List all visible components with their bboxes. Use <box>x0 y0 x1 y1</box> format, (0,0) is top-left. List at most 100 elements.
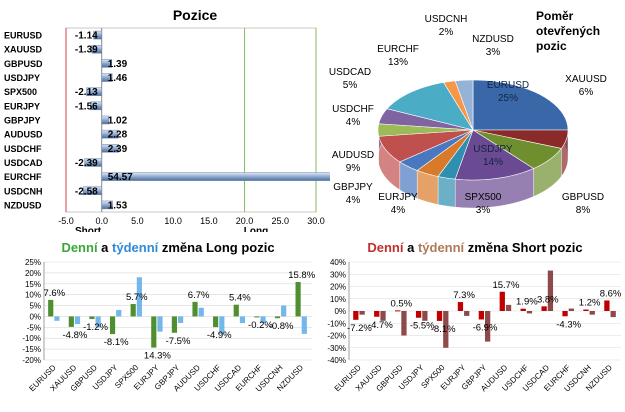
chart-title: Denní a týdenní změna Short pozic <box>367 240 582 255</box>
change-bar <box>136 277 142 317</box>
value-label: 7.3% <box>453 290 475 301</box>
value-label: 1.2% <box>579 298 601 309</box>
change-bar <box>171 316 177 333</box>
title-part: týdenní <box>418 240 465 255</box>
pie-slice <box>378 108 474 131</box>
category-label: NZDUSD <box>4 200 42 210</box>
short-label: Short <box>75 226 102 232</box>
value-label: -4.7% <box>368 320 393 331</box>
y-tick-label: -40% <box>327 356 346 365</box>
change-bar <box>254 316 260 318</box>
long-change-chart: Denní a týdenní změna Long pozic -20% -15%… <box>22 240 315 394</box>
value-label: -1.39 <box>75 45 98 56</box>
pie-label-value: 6% <box>579 87 594 98</box>
value-label: -1.56 <box>75 101 98 112</box>
category-label: GBPJPY <box>4 116 41 126</box>
x-tick-label: 15.0 <box>200 216 218 226</box>
change-bar <box>604 300 610 311</box>
value-label: -6.9% <box>473 322 498 333</box>
pie-label-value: 3% <box>486 47 501 58</box>
category-label: USDCHF <box>4 144 42 154</box>
change-bar <box>260 316 266 323</box>
change-bar <box>233 304 239 317</box>
position-bar <box>93 30 102 40</box>
change-bar <box>526 311 533 314</box>
title-part: a <box>98 240 112 255</box>
title-part: Denní <box>367 240 404 255</box>
change-bar <box>464 311 470 316</box>
title-part: změna Short pozic <box>464 240 582 255</box>
change-bar <box>54 316 60 321</box>
category-label: USDCAD <box>4 158 43 168</box>
change-bar <box>499 291 505 311</box>
pie-label-value: 2% <box>439 27 454 38</box>
category-label: GBPUSD <box>4 59 43 69</box>
pie-label-value: 4% <box>346 117 361 128</box>
pie-label-name: USDCHF <box>332 104 374 115</box>
pie-label-value: 8% <box>576 205 591 216</box>
pie-label-value: 14% <box>483 157 503 168</box>
value-label: -2.13 <box>75 87 98 98</box>
change-bar <box>89 316 95 320</box>
change-bar <box>74 316 81 325</box>
title-part: a <box>403 240 417 255</box>
x-tick-label: 20.0 <box>236 216 254 226</box>
y-tick-label: 10% <box>330 295 346 304</box>
pie-label-value: 13% <box>388 57 408 68</box>
position-bar <box>90 101 102 111</box>
value-label: 1.02 <box>108 116 128 127</box>
pie-label-value: 9% <box>346 163 361 174</box>
change-bar <box>116 309 122 317</box>
change-bar <box>568 308 574 311</box>
change-bar <box>478 311 484 320</box>
y-tick-label: 5% <box>29 302 41 311</box>
change-bar <box>485 311 491 342</box>
value-label: 1.53 <box>108 200 128 211</box>
category-label: AUDUSD <box>4 130 43 140</box>
value-label: 14.3% <box>144 351 171 362</box>
value-label: 15.8% <box>288 270 315 281</box>
pie-slice-side <box>437 176 456 208</box>
category-label: EURUSD <box>4 31 43 41</box>
change-bar <box>443 311 449 348</box>
value-label: 7.6% <box>43 288 65 299</box>
position-bar <box>101 172 330 181</box>
category-label: SPX500 <box>4 87 37 97</box>
x-tick-label: 25.0 <box>272 216 290 226</box>
y-tick-label: 15% <box>25 280 41 289</box>
y-tick-label: 20% <box>25 269 41 278</box>
value-label: 5.7% <box>126 292 148 303</box>
change-bar <box>48 299 54 317</box>
title-part: Denní <box>61 240 98 255</box>
pie-label-name: SPX500 <box>465 192 502 203</box>
category-label: USDJPY <box>4 73 40 83</box>
position-bar <box>91 44 102 54</box>
change-bar <box>353 311 359 320</box>
y-tick-label: 0% <box>29 312 41 321</box>
value-label: -7.2% <box>347 323 372 334</box>
category-label: EURCHF <box>4 172 42 182</box>
y-tick-label: -20% <box>327 332 346 341</box>
change-bar <box>239 316 246 323</box>
pie-slice <box>472 129 569 149</box>
y-tick-label: 0% <box>334 307 346 316</box>
change-bar <box>281 305 287 317</box>
change-bar <box>151 316 157 348</box>
pie-slice <box>437 129 474 180</box>
x-tick-label: 10.0 <box>164 216 182 226</box>
change-bar <box>301 316 307 334</box>
change-bar <box>457 302 464 311</box>
y-tick-label: -15% <box>22 345 41 354</box>
change-bar <box>541 306 547 311</box>
value-label: -2.39 <box>75 158 98 169</box>
pie-label-value: 3% <box>476 205 491 216</box>
y-tick-label: 40% <box>330 258 346 267</box>
value-label: 5.4% <box>229 293 251 304</box>
pie-label-name: AUDUSD <box>332 150 374 161</box>
pie-slice <box>378 129 474 163</box>
pie-label-name: EURUSD <box>487 80 529 91</box>
change-bar <box>178 316 184 323</box>
pie-label-name: GBPJPY <box>333 182 373 193</box>
chart-title: Pozice <box>173 7 218 23</box>
y-tick-label: -10% <box>327 319 346 328</box>
